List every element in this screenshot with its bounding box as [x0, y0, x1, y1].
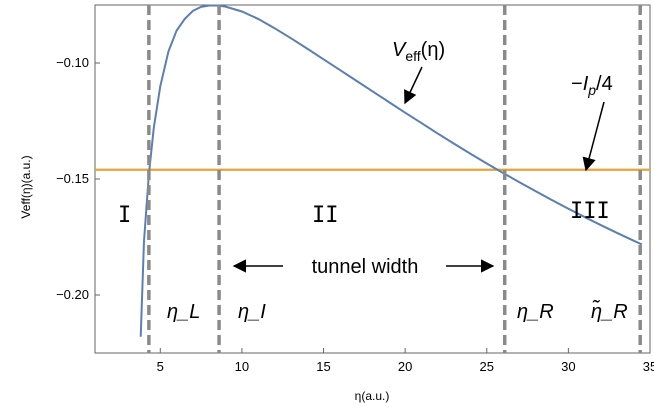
eta-r-label: η_R: [517, 301, 554, 323]
y-axis: −0.10 −0.15 −0.20: [56, 55, 100, 302]
x-axis: 5 10 15 20 25 30 35: [157, 348, 654, 374]
x-tick-label: 10: [235, 359, 249, 374]
y-tick-label: −0.20: [56, 287, 89, 302]
region-label-ii: II: [312, 203, 339, 228]
veff-label-sub: eff: [405, 48, 420, 64]
turning-point-lines: [147, 5, 642, 353]
region-label-iii: III: [570, 199, 610, 224]
veff-curve: [139, 4, 643, 337]
ip-label-sub: p: [587, 82, 596, 98]
y-tick-label: −0.10: [56, 55, 89, 70]
ip-label-sign: −: [571, 73, 583, 95]
eta-i-label: η_I: [238, 301, 266, 323]
veff-label-main: V: [392, 39, 407, 61]
x-tick-label: 35: [643, 359, 654, 374]
x-tick-label: 15: [316, 359, 330, 374]
ip-label: −Ip/4: [571, 73, 613, 98]
x-axis-label: η(a.u.): [355, 389, 390, 403]
ip-label-rest: /4: [596, 73, 613, 95]
veff-label-arrow: [404, 66, 423, 105]
eta-l-label: η_L: [167, 301, 200, 323]
ip-label-arrow: [582, 101, 605, 172]
tunnel-width-label: tunnel width: [312, 256, 419, 278]
veff-label: Veff(η): [392, 39, 445, 64]
ip-label-main: I: [583, 73, 589, 95]
veff-label-rest: (η): [421, 39, 445, 61]
x-tick-label: 20: [398, 359, 412, 374]
x-tick-label: 5: [157, 359, 164, 374]
region-label-i: I: [118, 203, 131, 228]
x-tick-label: 30: [561, 359, 575, 374]
x-tick-label: 25: [480, 359, 494, 374]
eta-tilde-r-label: η̃_R: [591, 299, 628, 323]
y-axis-label: Veff(η)(a.u.): [19, 155, 33, 218]
y-tick-label: −0.15: [56, 171, 89, 186]
